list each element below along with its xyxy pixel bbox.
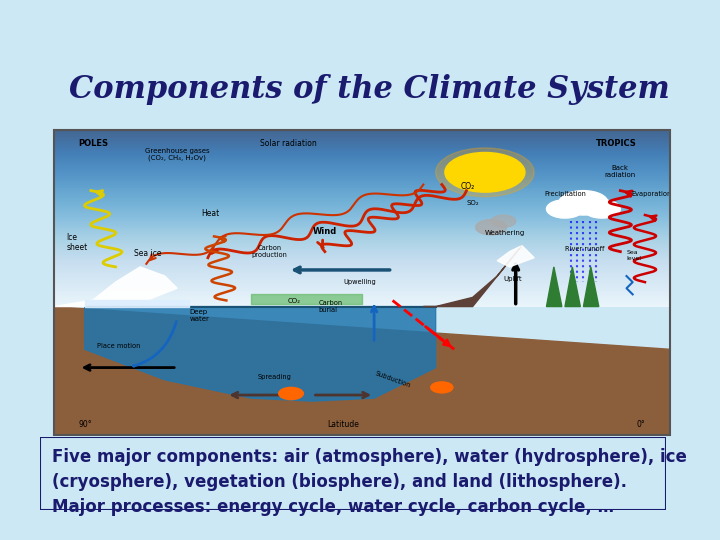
- Text: Spreading: Spreading: [257, 374, 291, 380]
- Text: TROPICS: TROPICS: [595, 139, 636, 148]
- Circle shape: [583, 200, 621, 218]
- Circle shape: [491, 215, 516, 227]
- FancyBboxPatch shape: [40, 437, 666, 510]
- Text: Deep
water: Deep water: [189, 309, 210, 322]
- Polygon shape: [54, 267, 177, 307]
- FancyArrowPatch shape: [133, 321, 176, 366]
- Circle shape: [279, 387, 303, 400]
- Text: POLES: POLES: [78, 139, 109, 148]
- Text: Sea ice: Sea ice: [134, 249, 161, 258]
- Text: Sea
level: Sea level: [626, 250, 642, 261]
- Text: CO₂: CO₂: [288, 298, 301, 303]
- Text: Upwelling: Upwelling: [343, 279, 376, 285]
- Circle shape: [546, 200, 583, 218]
- Text: Solar radiation: Solar radiation: [259, 139, 316, 148]
- Text: Carbon
burial: Carbon burial: [319, 300, 343, 313]
- Text: Heat: Heat: [202, 209, 220, 218]
- Text: Precipitation: Precipitation: [544, 191, 586, 197]
- Text: Subduction: Subduction: [374, 370, 411, 389]
- Text: Greenhouse gases
(CO₂, CH₄, H₂Ov): Greenhouse gases (CO₂, CH₄, H₂Ov): [145, 148, 210, 161]
- Text: Carbon
production: Carbon production: [251, 245, 287, 258]
- Polygon shape: [498, 246, 534, 267]
- Circle shape: [559, 191, 608, 215]
- Text: River runoff: River runoff: [565, 246, 604, 252]
- Text: Weathering: Weathering: [485, 231, 525, 237]
- Text: Uplift: Uplift: [503, 276, 522, 282]
- Text: Evaporation: Evaporation: [631, 191, 671, 197]
- Text: Latitude: Latitude: [328, 420, 359, 429]
- Text: Place motion: Place motion: [97, 343, 140, 349]
- Text: Ice
sheet: Ice sheet: [66, 233, 88, 252]
- Polygon shape: [546, 267, 562, 307]
- Polygon shape: [85, 307, 436, 401]
- Text: Back
radiation: Back radiation: [605, 165, 636, 178]
- Circle shape: [476, 220, 506, 235]
- Text: 90°: 90°: [78, 420, 92, 429]
- Text: CO₂: CO₂: [460, 181, 474, 191]
- Text: 0°: 0°: [636, 420, 645, 429]
- Text: Components of the Climate System: Components of the Climate System: [68, 74, 670, 105]
- Polygon shape: [565, 267, 580, 307]
- Text: Five major components: air (atmosphere), water (hydrosphere), ice
(cryosphere), : Five major components: air (atmosphere),…: [52, 448, 687, 516]
- Polygon shape: [423, 246, 522, 307]
- Circle shape: [436, 148, 534, 197]
- Polygon shape: [583, 267, 599, 307]
- Text: Wind: Wind: [312, 227, 337, 237]
- Circle shape: [445, 152, 525, 192]
- Circle shape: [431, 382, 453, 393]
- Text: 45: 45: [599, 454, 620, 472]
- Polygon shape: [54, 307, 670, 435]
- Text: SO₂: SO₂: [467, 200, 479, 206]
